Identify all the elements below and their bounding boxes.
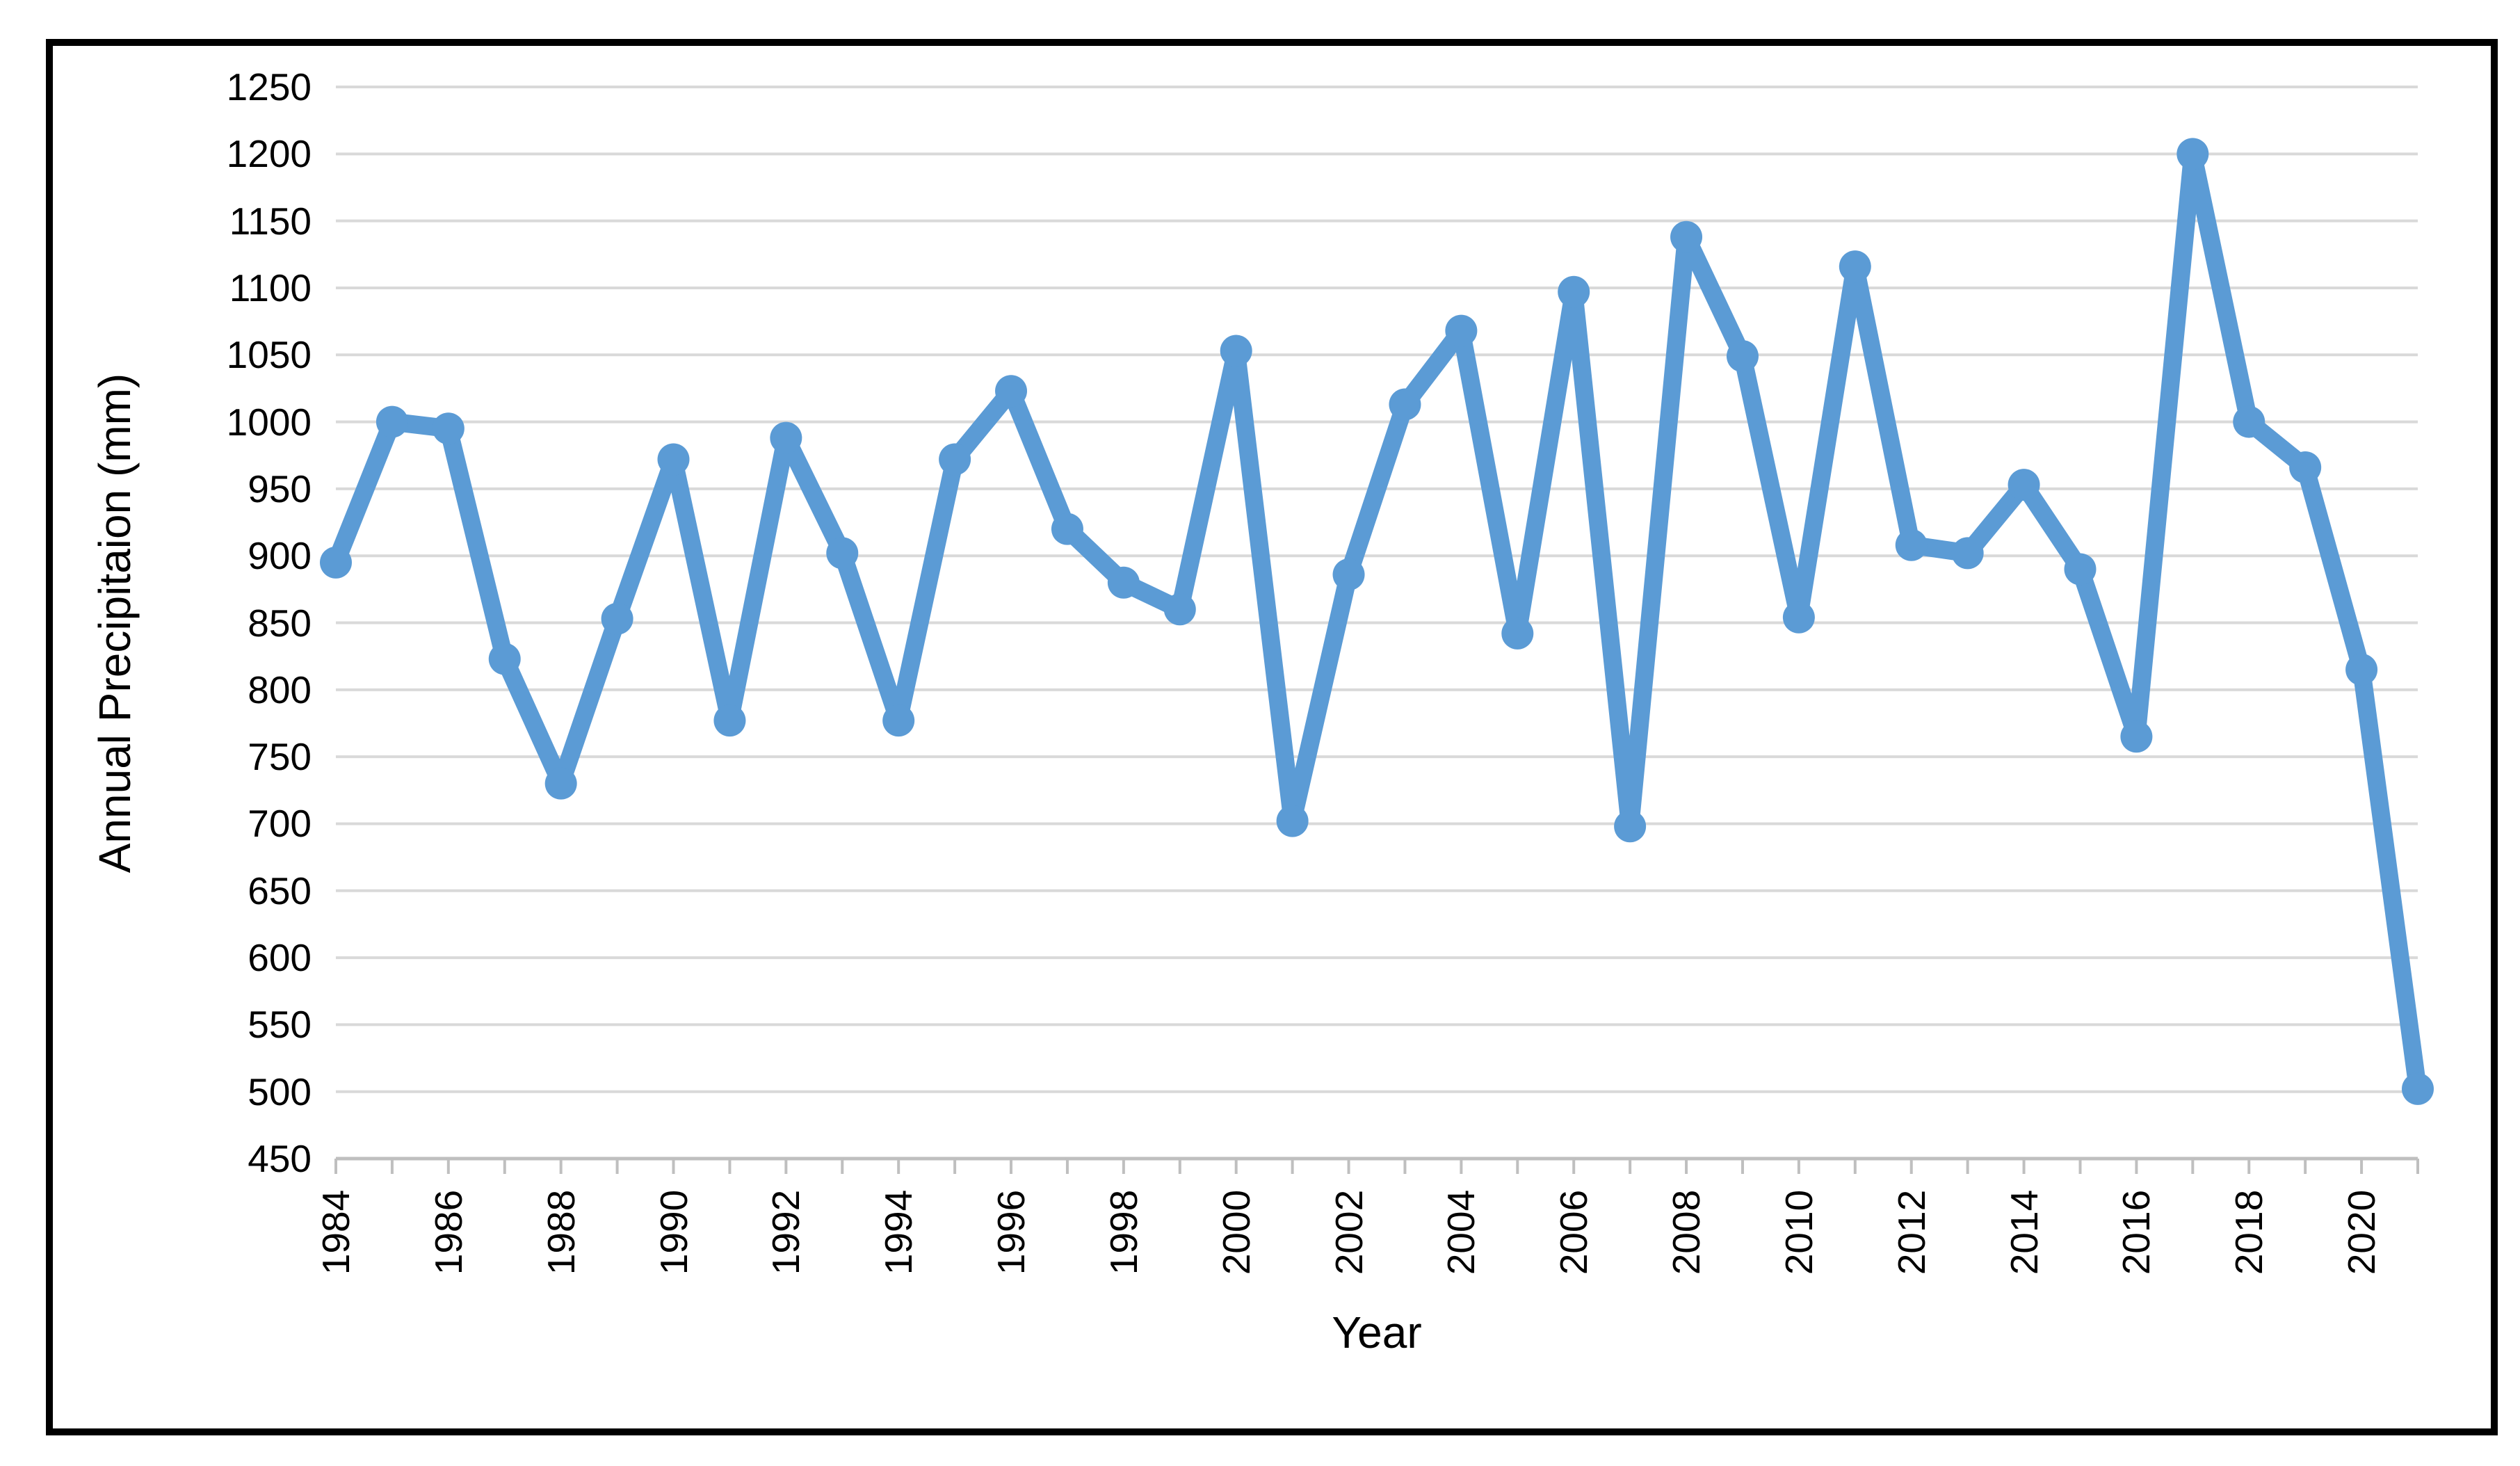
- data-point-2016: [2120, 720, 2153, 753]
- data-point-2006: [1558, 275, 1590, 308]
- data-point-1986: [432, 412, 465, 445]
- data-point-1994: [882, 704, 915, 737]
- data-point-2020: [2345, 653, 2378, 686]
- data-point-2014: [2008, 469, 2040, 501]
- data-point-1989: [601, 602, 633, 635]
- data-point-2021: [2402, 1072, 2434, 1105]
- data-point-2019: [2289, 451, 2322, 484]
- data-point-1987: [488, 643, 521, 675]
- data-point-2011: [1839, 250, 1871, 283]
- data-point-1996: [995, 375, 1028, 408]
- data-point-2012: [1895, 529, 1928, 561]
- data-point-2009: [1726, 340, 1759, 373]
- data-point-2004: [1445, 314, 1478, 347]
- data-point-2013: [1951, 537, 1984, 570]
- data-point-2003: [1389, 388, 1421, 421]
- data-point-1990: [657, 443, 690, 476]
- data-point-2007: [1614, 810, 1647, 843]
- data-point-1993: [826, 537, 859, 570]
- data-point-1988: [544, 767, 577, 800]
- data-point-1999: [1163, 593, 1196, 626]
- data-point-1984: [320, 546, 352, 579]
- data-point-2001: [1276, 805, 1309, 837]
- data-point-2005: [1501, 617, 1534, 650]
- data-point-1997: [1051, 513, 1083, 545]
- chart-border: [46, 39, 2498, 1435]
- data-point-1985: [375, 405, 408, 438]
- data-point-2002: [1332, 558, 1365, 591]
- data-point-1998: [1107, 566, 1140, 599]
- data-point-2000: [1220, 335, 1252, 367]
- data-point-1995: [939, 443, 971, 476]
- data-point-1992: [770, 421, 802, 454]
- data-point-2008: [1670, 220, 1703, 253]
- data-point-2017: [2176, 138, 2209, 170]
- data-point-2015: [2064, 553, 2097, 586]
- data-point-2018: [2233, 405, 2265, 438]
- data-point-1991: [713, 704, 746, 737]
- precipitation-line: [327, 145, 2427, 1098]
- data-point-2010: [1782, 601, 1815, 634]
